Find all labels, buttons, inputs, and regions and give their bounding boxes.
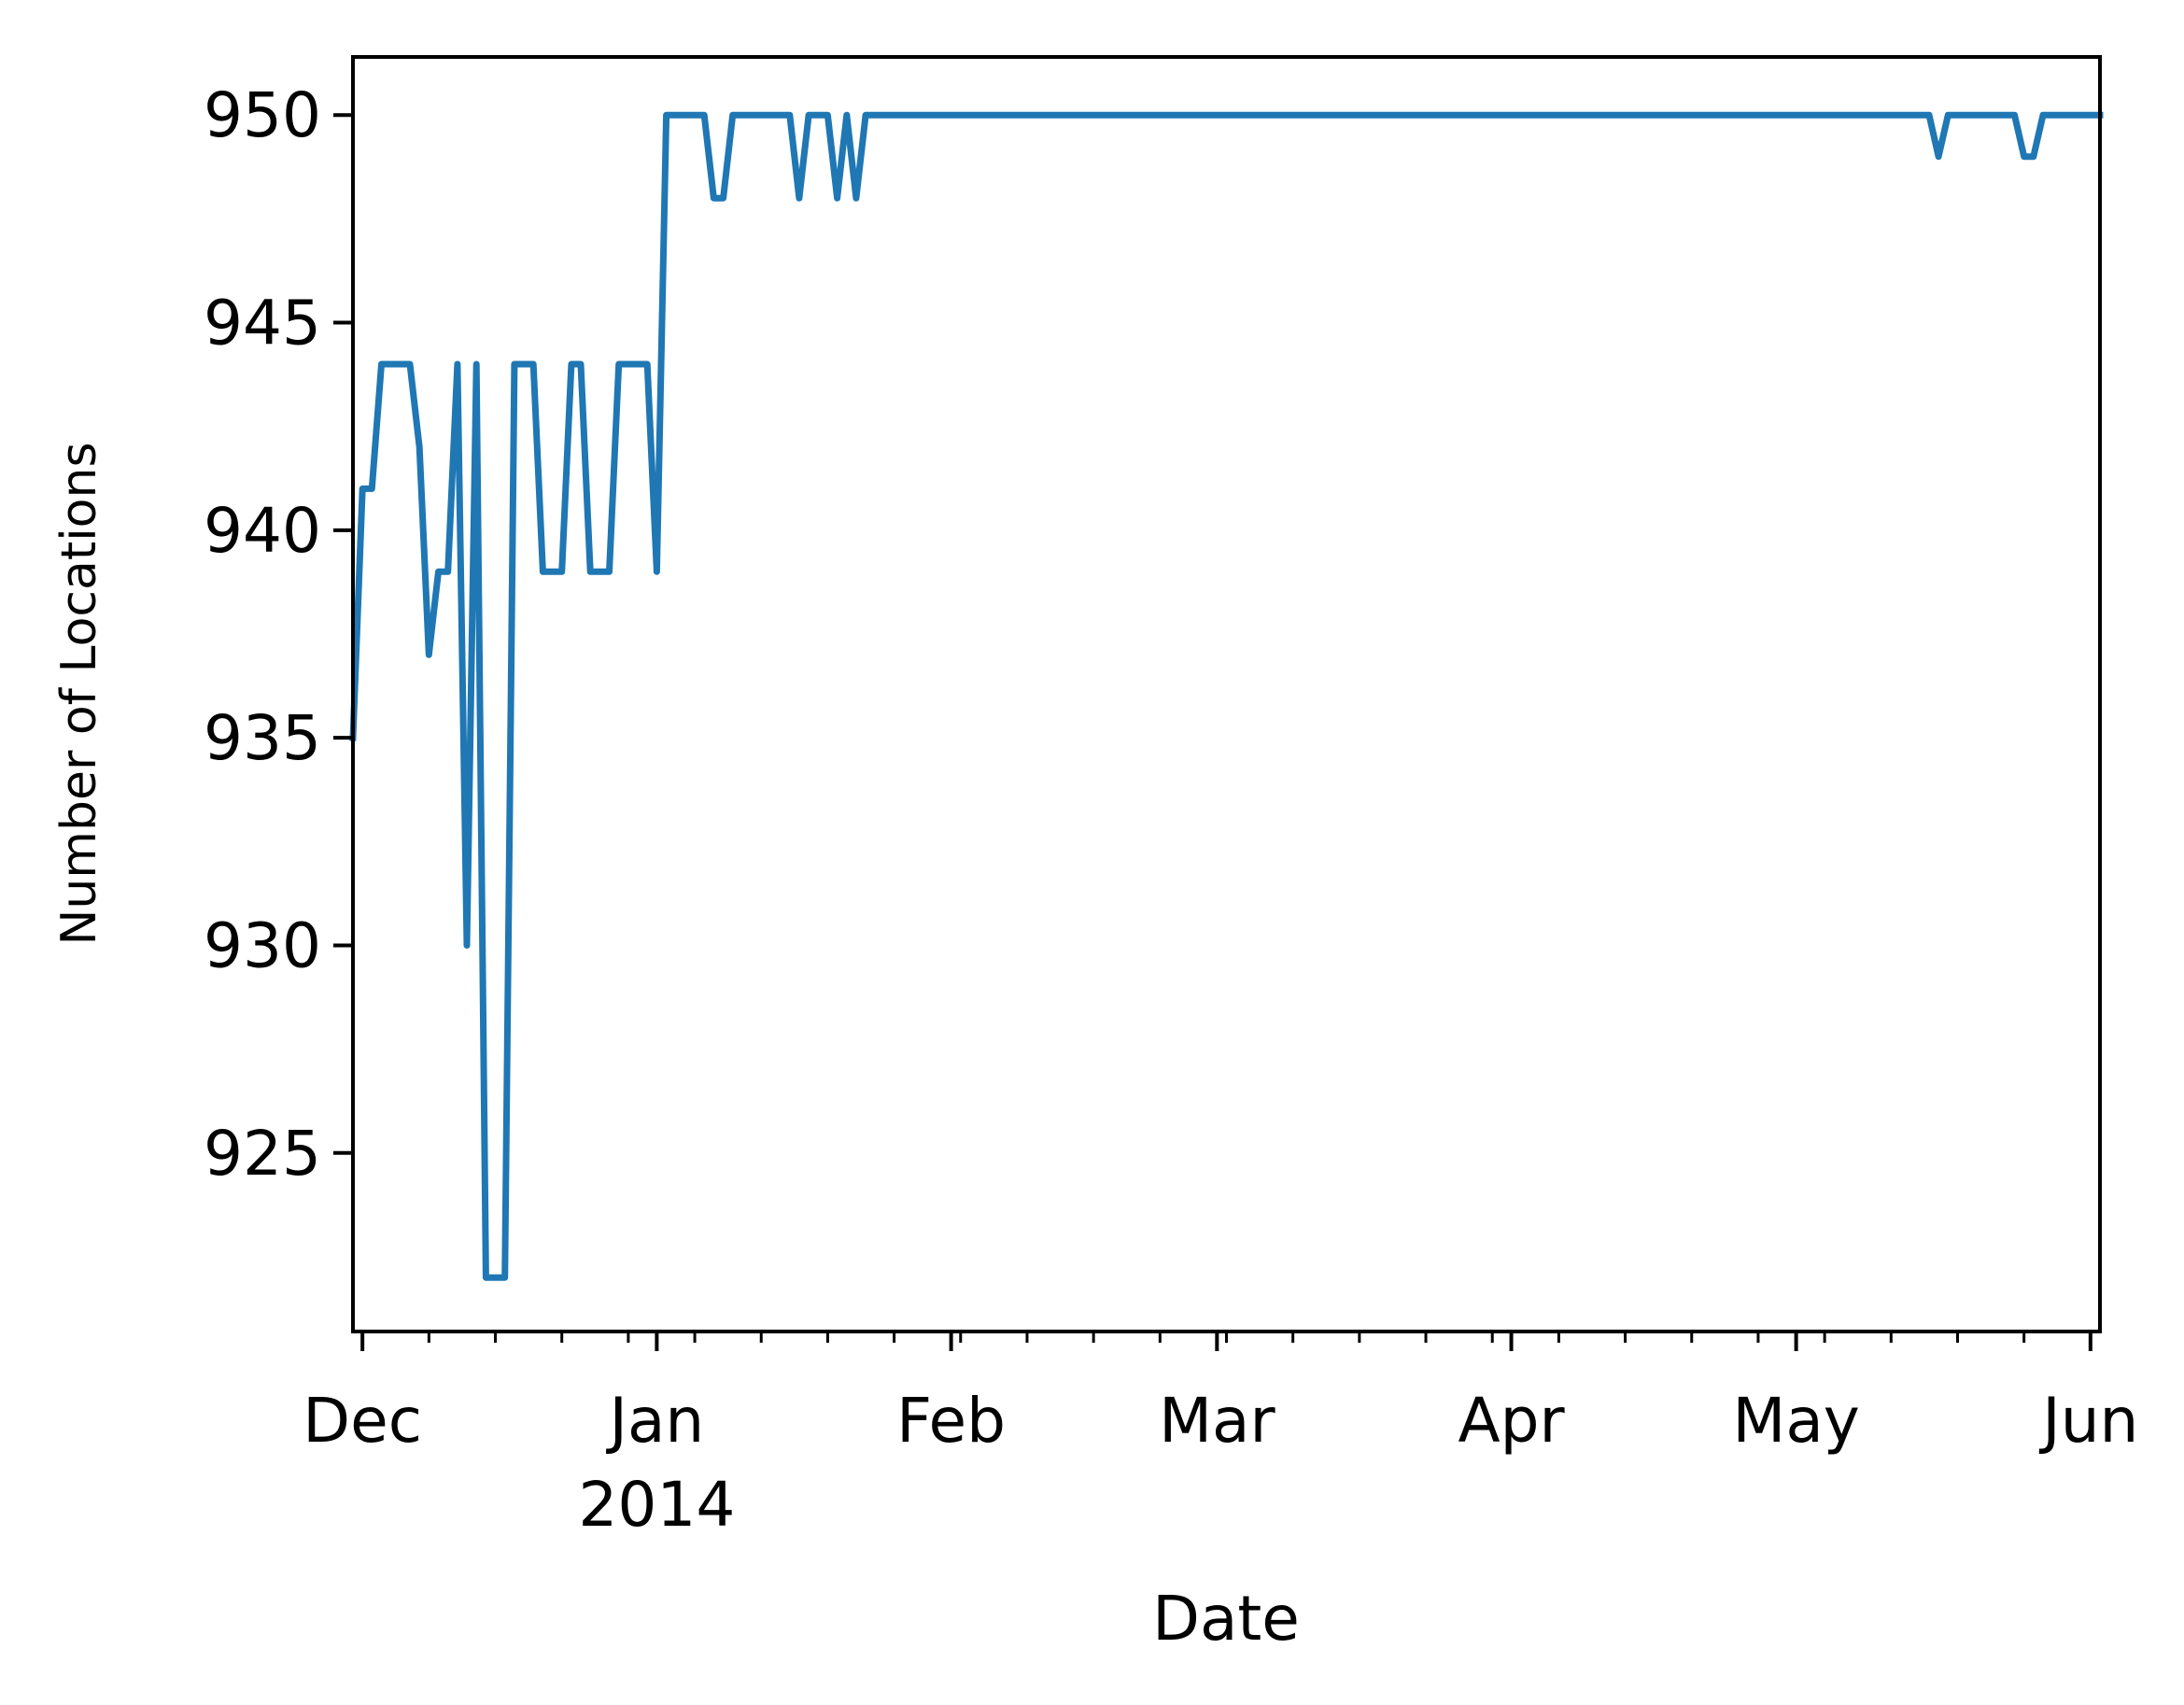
y-tick-label-925: 925 <box>204 1118 321 1190</box>
y-tick-label-935: 935 <box>204 702 321 774</box>
x-tick-sublabel-year: 2014 <box>578 1469 735 1541</box>
y-tick-label-940: 940 <box>204 495 321 567</box>
plot-area <box>349 111 2104 1281</box>
plot-frame <box>351 55 2102 1333</box>
x-axis-label: Date <box>1152 1583 1300 1655</box>
x-axis: Dec Jan 2014 Feb Mar Apr May Jun <box>303 1332 2138 1541</box>
y-axis: 925 930 935 940 945 950 <box>204 79 353 1190</box>
x-tick-label-may: May <box>1732 1385 1859 1457</box>
x-tick-label-dec: Dec <box>303 1385 422 1457</box>
x-tick-label-apr: Apr <box>1458 1385 1565 1457</box>
x-tick-label-jan: Jan <box>606 1385 705 1457</box>
x-tick-label-mar: Mar <box>1159 1385 1275 1457</box>
y-tick-label-950: 950 <box>204 79 321 151</box>
data-series-line-0 <box>349 111 2104 1281</box>
y-tick-label-945: 945 <box>204 288 321 359</box>
x-tick-label-jun: Jun <box>2038 1385 2138 1457</box>
y-axis-label: Number of Locations <box>51 442 107 945</box>
x-tick-label-feb: Feb <box>896 1385 1006 1457</box>
y-tick-label-930: 930 <box>204 909 321 981</box>
